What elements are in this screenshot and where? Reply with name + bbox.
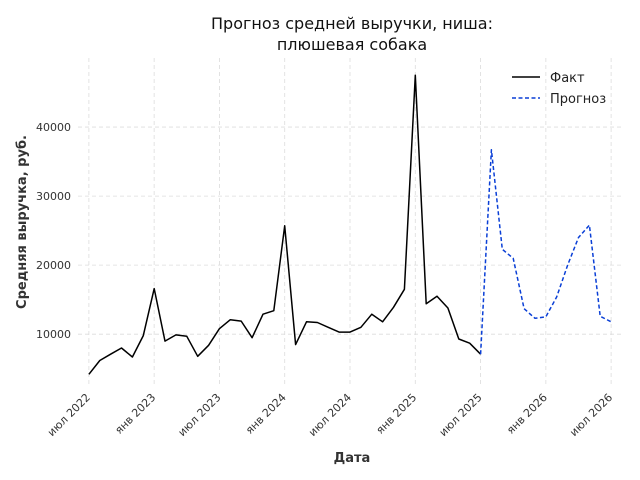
x-tick-label: янв 2025 — [374, 391, 420, 437]
x-tick-label: янв 2026 — [504, 391, 550, 437]
x-tick-label: июл 2023 — [176, 391, 224, 439]
y-tick-label: 30000 — [36, 190, 71, 203]
chart-title-line-1: Прогноз средней выручки, ниша: — [211, 14, 493, 33]
y-axis-label: Средняя выручка, руб. — [15, 135, 30, 309]
x-axis-ticks: июл 2022 янв 2023 июл 2023 янв 2024 июл 2024… — [45, 391, 615, 439]
x-axis-label: Дата — [334, 451, 371, 466]
x-tick-label: июл 2022 — [45, 391, 93, 439]
series-line-0 — [88, 74, 482, 375]
chart-title-line-2: плюшевая собака — [277, 35, 427, 54]
x-tick-label: июл 2024 — [306, 391, 354, 439]
y-tick-label: 40000 — [36, 121, 71, 134]
legend: Факт Прогноз — [512, 71, 606, 107]
legend-label-forecast: Прогноз — [550, 92, 606, 107]
x-tick-label: янв 2024 — [243, 391, 289, 437]
x-tick-label: июл 2026 — [567, 391, 615, 439]
x-tick-label: янв 2023 — [112, 391, 158, 437]
legend-label-fact: Факт — [550, 71, 585, 86]
series-lines — [88, 74, 612, 375]
grid — [78, 58, 622, 386]
y-tick-label: 20000 — [36, 259, 71, 272]
y-tick-label: 10000 — [36, 328, 71, 341]
x-tick-label: июл 2025 — [437, 391, 485, 439]
y-axis-ticks: 10000 20000 30000 40000 — [36, 121, 71, 341]
